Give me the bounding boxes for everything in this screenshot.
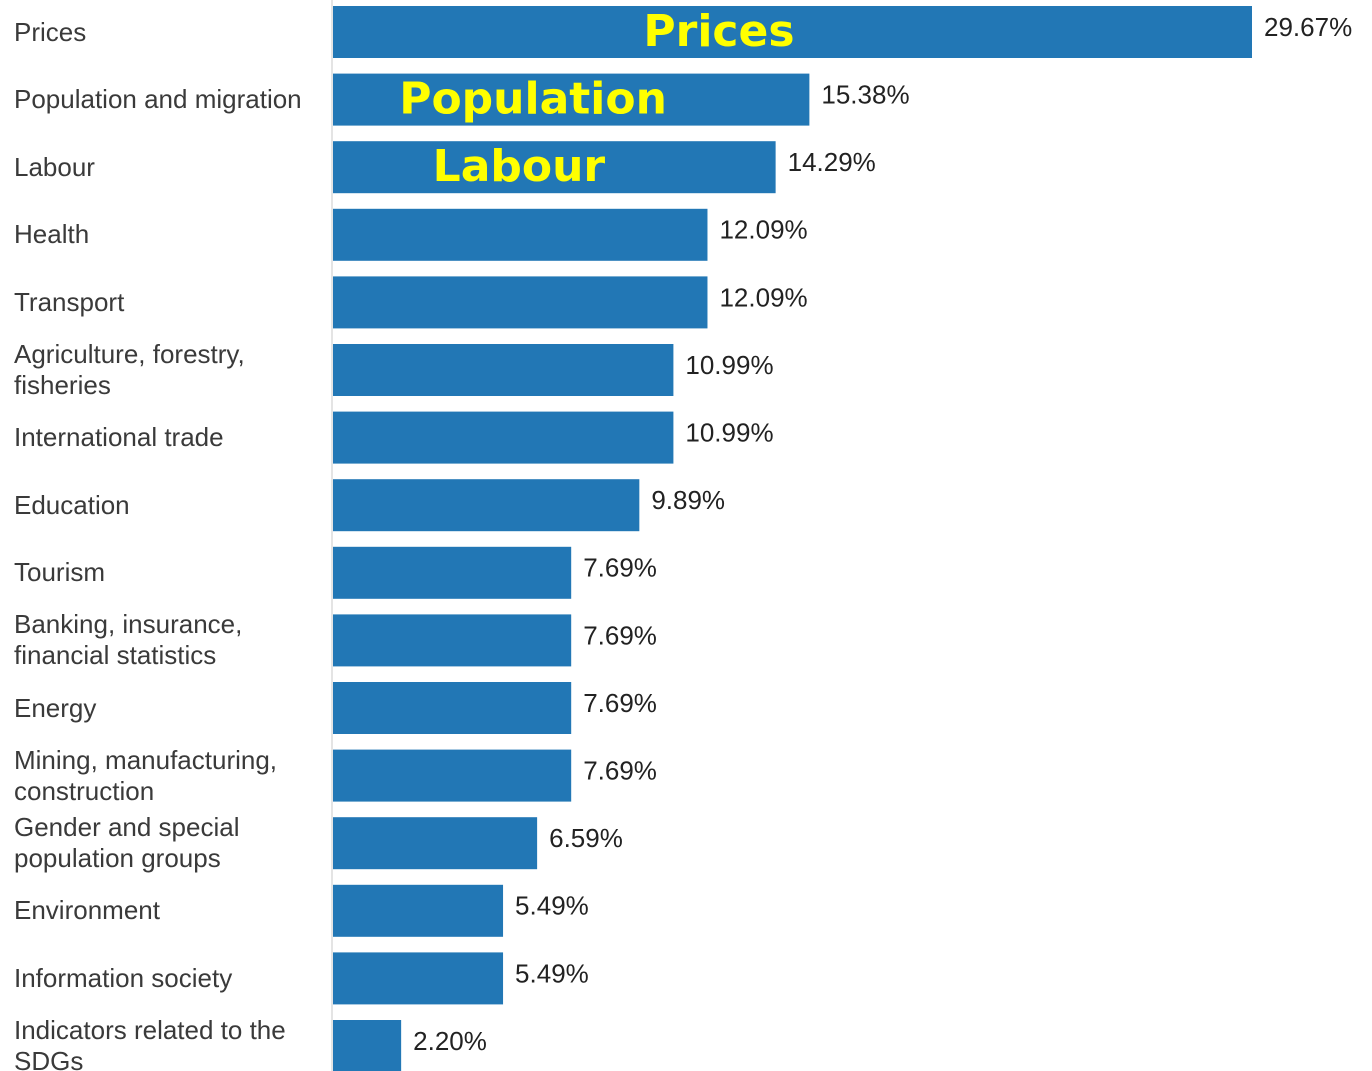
category-text: Health: [14, 219, 90, 250]
value-label: 15.38%: [821, 79, 909, 109]
value-label: 7.69%: [583, 755, 657, 785]
bar: [333, 141, 776, 194]
category-label: Labour: [14, 133, 332, 201]
category-label: Mining, manufacturing, construction: [14, 742, 332, 810]
bar: [333, 682, 572, 734]
category-text: Education: [14, 489, 130, 520]
category-label: Gender and special population groups: [14, 809, 332, 877]
value-label: 6.59%: [549, 823, 623, 853]
category-text: Environment: [14, 895, 160, 926]
value-label: 2.20%: [413, 1026, 487, 1056]
value-label: 7.69%: [583, 620, 657, 650]
category-label: Prices: [14, 0, 332, 66]
category-text: Mining, manufacturing, construction: [14, 744, 278, 806]
value-label: 7.69%: [583, 688, 657, 718]
category-label: Transport: [14, 268, 332, 336]
bar: [333, 1020, 402, 1071]
category-label: Information society: [14, 944, 332, 1012]
bar: [333, 208, 708, 261]
bar: [333, 479, 640, 532]
category-label: Health: [14, 201, 332, 269]
bar: [333, 546, 572, 599]
value-label: 14.29%: [788, 147, 876, 177]
value-label: 10.99%: [685, 350, 773, 380]
category-text: Indicators related to the SDGs: [14, 1015, 286, 1071]
value-label: 12.09%: [719, 282, 807, 312]
category-label: Education: [14, 471, 332, 539]
bar: [333, 952, 504, 1005]
category-label: International trade: [14, 404, 332, 472]
category-text: International trade: [14, 422, 224, 453]
category-text: Prices: [14, 16, 87, 47]
bar: [333, 817, 538, 870]
bar: [333, 73, 810, 126]
value-label: 9.89%: [651, 485, 725, 515]
category-text: Agriculture, forestry, fisheries: [14, 339, 245, 400]
category-text: Tourism: [14, 557, 106, 588]
category-text: Population and migration: [14, 84, 302, 115]
annotation: Prices: [643, 6, 794, 57]
bar: [333, 6, 1252, 58]
category-text: Banking, insurance, financial statistics: [14, 609, 243, 671]
category-text: Labour: [14, 151, 95, 182]
value-label: 5.49%: [515, 891, 589, 921]
category-label: Banking, insurance, financial statistics: [14, 606, 332, 674]
category-label: Indicators related to the SDGs: [14, 1012, 332, 1071]
category-label: Energy: [14, 674, 332, 742]
bar: [333, 614, 572, 667]
bar: [333, 344, 674, 396]
category-text: Information society: [14, 962, 233, 993]
value-label: 29.67%: [1264, 12, 1352, 42]
value-label: 12.09%: [719, 215, 807, 245]
category-label: Agriculture, forestry, fisheries: [14, 336, 332, 404]
value-label: 10.99%: [685, 417, 773, 447]
bar: [333, 749, 572, 802]
category-label: Population and migration: [14, 66, 332, 134]
category-text: Energy: [14, 692, 97, 723]
category-label: Environment: [14, 877, 332, 945]
bar: [333, 884, 504, 937]
category-text: Transport: [14, 286, 125, 317]
annotation: Labour: [433, 141, 606, 192]
bar: [333, 411, 674, 464]
bar: [333, 276, 708, 329]
value-label: 5.49%: [515, 958, 589, 988]
annotation: Population: [399, 74, 667, 125]
category-text: Gender and special population groups: [14, 812, 240, 874]
category-label: Tourism: [14, 539, 332, 607]
value-label: 7.69%: [583, 553, 657, 583]
